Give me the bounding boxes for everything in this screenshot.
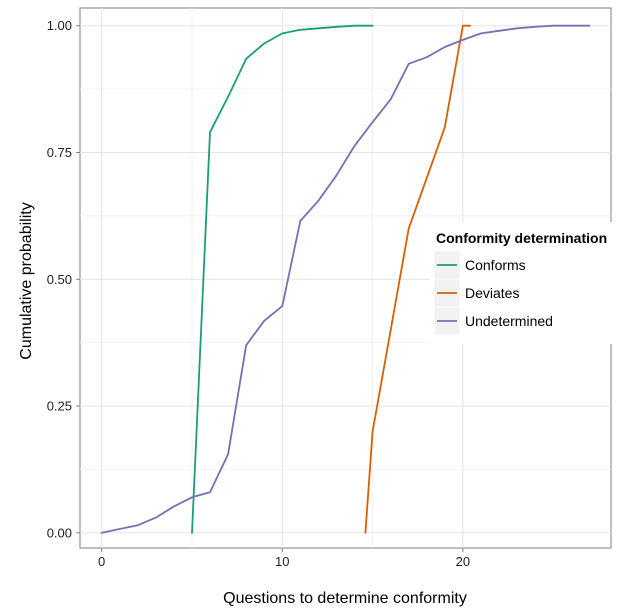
legend: Conformity determination Conforms Deviate… bbox=[430, 222, 616, 344]
y-tick-label: 1.00 bbox=[47, 18, 72, 33]
x-tick-label: 10 bbox=[275, 554, 289, 569]
y-tick-label: 0.50 bbox=[47, 272, 72, 287]
y-axis: 0.00 0.25 0.50 0.75 1.00 bbox=[47, 18, 80, 540]
y-tick-label: 0.00 bbox=[47, 525, 72, 540]
series-line-undetermined bbox=[100, 24, 591, 534]
legend-title: Conformity determination bbox=[436, 230, 607, 246]
legend-items: Conforms Deviates Undetermined bbox=[433, 250, 553, 336]
legend-background bbox=[430, 222, 616, 344]
legend-label-deviates: Deviates bbox=[465, 285, 519, 301]
series-line-deviates bbox=[364, 24, 472, 534]
y-tick-label: 0.25 bbox=[47, 399, 72, 414]
x-axis-title: Questions to determine conformity bbox=[223, 590, 467, 607]
legend-label-undetermined: Undetermined bbox=[465, 313, 553, 329]
x-axis: 0 10 20 bbox=[98, 548, 470, 569]
series-line-conforms bbox=[191, 24, 374, 534]
series-lines bbox=[100, 24, 591, 534]
x-tick-label: 20 bbox=[456, 554, 470, 569]
y-axis-title: Cumulative probability bbox=[18, 202, 35, 359]
legend-label-conforms: Conforms bbox=[465, 257, 526, 273]
y-tick-label: 0.75 bbox=[47, 145, 72, 160]
x-tick-label: 0 bbox=[98, 554, 105, 569]
